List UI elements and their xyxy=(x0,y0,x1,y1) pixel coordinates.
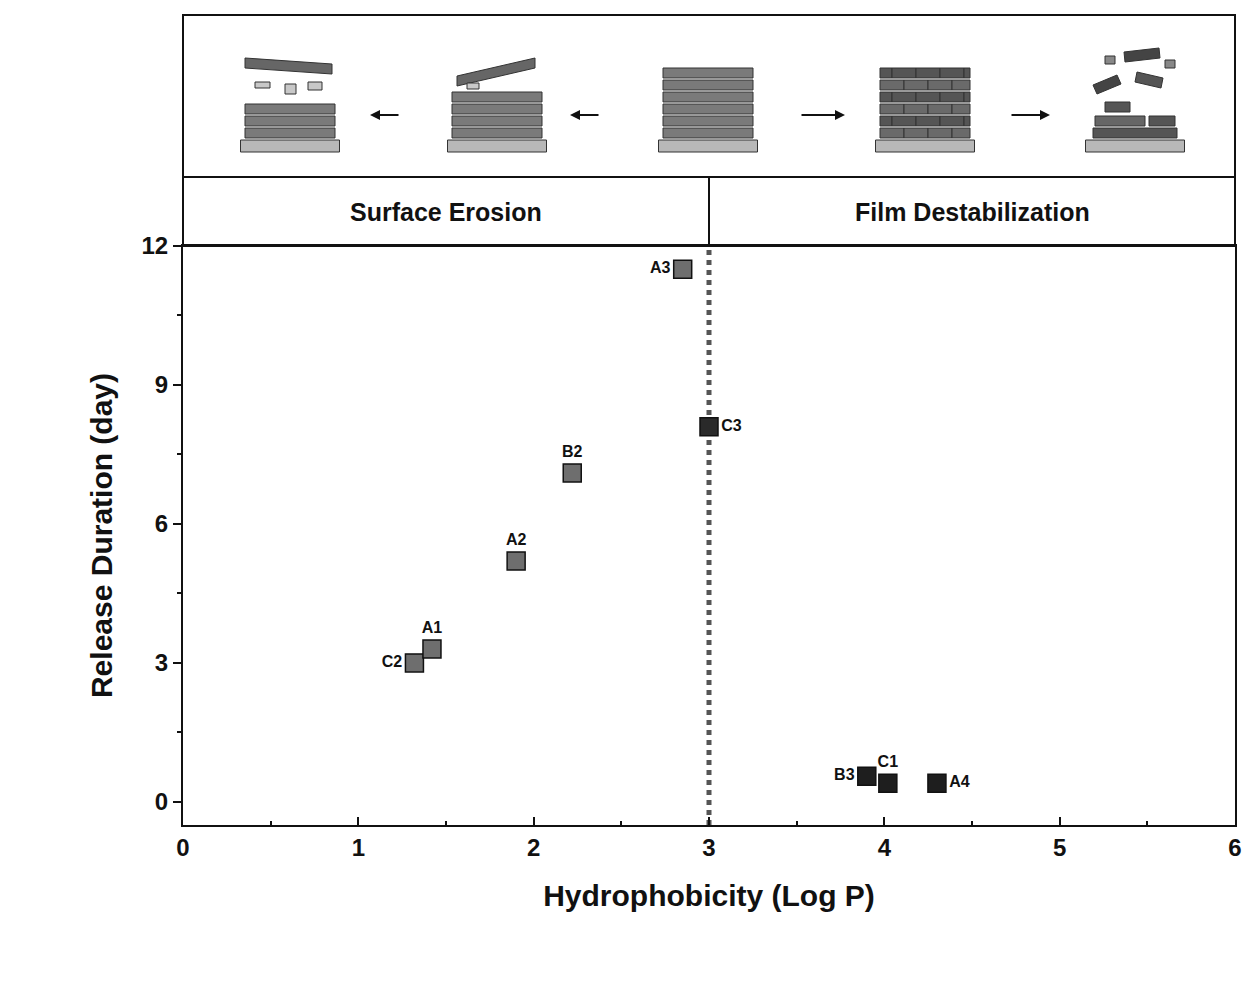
svg-text:B3: B3 xyxy=(834,766,855,783)
svg-text:A2: A2 xyxy=(506,531,527,548)
svg-text:A1: A1 xyxy=(422,619,443,636)
svg-text:5: 5 xyxy=(1053,834,1066,861)
svg-text:1: 1 xyxy=(352,834,365,861)
svg-text:9: 9 xyxy=(155,371,168,398)
svg-text:6: 6 xyxy=(1228,834,1241,861)
svg-text:3: 3 xyxy=(155,649,168,676)
svg-text:12: 12 xyxy=(141,232,168,259)
svg-text:A4: A4 xyxy=(949,773,970,790)
svg-text:0: 0 xyxy=(176,834,189,861)
svg-text:B2: B2 xyxy=(562,443,583,460)
svg-text:2: 2 xyxy=(527,834,540,861)
svg-text:0: 0 xyxy=(155,788,168,815)
svg-text:Film Destabilization: Film Destabilization xyxy=(855,198,1090,226)
svg-text:Surface Erosion: Surface Erosion xyxy=(350,198,542,226)
svg-text:C2: C2 xyxy=(382,653,403,670)
svg-text:6: 6 xyxy=(155,510,168,537)
svg-text:3: 3 xyxy=(702,834,715,861)
svg-text:C3: C3 xyxy=(721,417,742,434)
svg-text:4: 4 xyxy=(878,834,892,861)
svg-text:A3: A3 xyxy=(650,259,671,276)
svg-text:C1: C1 xyxy=(878,753,899,770)
svg-text:Hydrophobicity (Log P): Hydrophobicity (Log P) xyxy=(543,879,875,912)
svg-text:Release Duration (day): Release Duration (day) xyxy=(85,373,118,698)
